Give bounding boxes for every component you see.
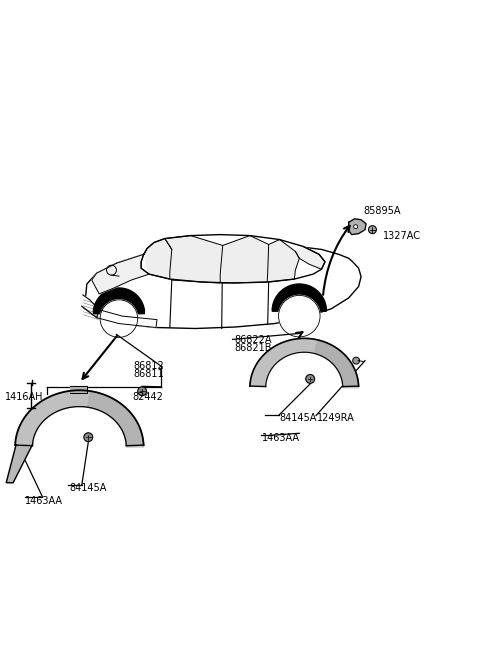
Polygon shape [295,246,325,269]
Text: 86811: 86811 [134,369,164,379]
Circle shape [353,357,360,364]
Text: 1416AH: 1416AH [5,392,44,401]
Circle shape [278,296,320,337]
Circle shape [138,387,146,396]
Text: 86822A: 86822A [234,336,272,346]
Polygon shape [82,295,99,317]
Polygon shape [82,244,361,328]
Polygon shape [92,254,149,294]
Text: 84145A: 84145A [70,483,107,493]
Polygon shape [144,238,172,279]
Polygon shape [165,236,223,283]
Text: 85895A: 85895A [363,206,401,215]
Polygon shape [314,340,359,388]
Circle shape [84,433,93,442]
Polygon shape [71,386,87,393]
Polygon shape [96,309,157,327]
Polygon shape [15,390,144,445]
Text: 1327AC: 1327AC [384,231,421,240]
Text: 1463AA: 1463AA [262,433,300,443]
Circle shape [306,374,314,383]
Circle shape [354,225,358,229]
Circle shape [100,300,138,338]
Text: 1249RA: 1249RA [317,413,355,424]
Text: 1463AA: 1463AA [25,497,63,507]
Polygon shape [250,338,359,386]
Text: 86821B: 86821B [234,344,272,353]
Polygon shape [272,284,326,311]
Polygon shape [6,445,33,483]
Polygon shape [269,240,300,282]
Text: 86812: 86812 [134,361,165,371]
Polygon shape [349,219,366,235]
Polygon shape [87,391,144,447]
Polygon shape [141,235,325,283]
Circle shape [369,226,376,234]
Text: 84145A: 84145A [279,413,317,424]
Polygon shape [222,236,269,283]
Polygon shape [94,288,144,313]
Text: 82442: 82442 [132,392,163,401]
